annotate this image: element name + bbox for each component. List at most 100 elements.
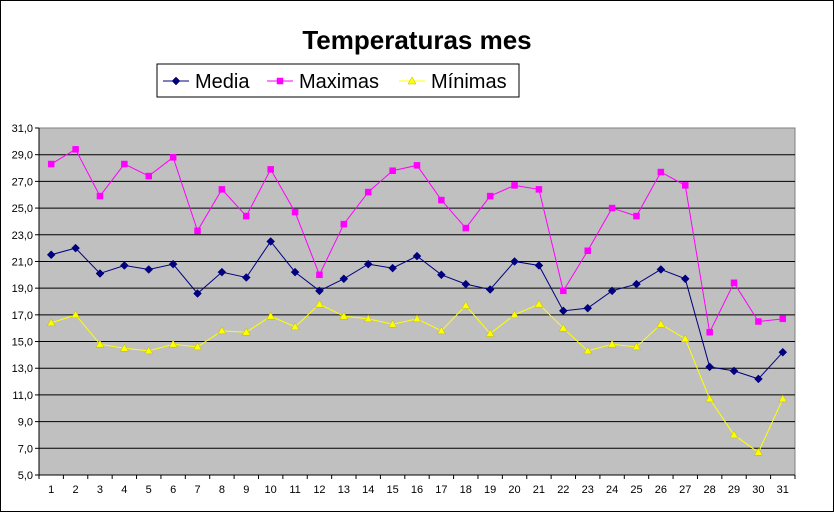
data-point-minimas	[510, 310, 519, 319]
data-point-maximas	[706, 328, 713, 336]
x-tick-label: 17	[435, 484, 447, 496]
x-tick-label: 2	[73, 484, 79, 496]
data-point-media	[241, 273, 251, 282]
x-tick-label: 1	[48, 484, 54, 496]
data-point-maximas	[72, 146, 79, 153]
data-point-minimas	[461, 300, 471, 309]
data-point-media	[632, 279, 641, 289]
data-point-maximas	[486, 192, 494, 200]
x-tick-label: 28	[704, 484, 716, 496]
grid-lines	[39, 154, 795, 449]
data-point-media	[729, 366, 739, 376]
data-point-maximas	[218, 186, 226, 193]
data-point-minimas	[412, 314, 422, 323]
y-tick-label: 15,0	[12, 337, 33, 349]
y-tick-label: 11,0	[12, 390, 33, 402]
y-tick-label: 31,0	[12, 123, 33, 135]
data-point-maximas	[291, 208, 299, 216]
data-point-minimas	[778, 394, 788, 403]
x-tick-label: 11	[289, 484, 300, 496]
data-point-minimas	[339, 311, 349, 320]
data-point-minimas	[290, 322, 300, 331]
data-point-media	[607, 286, 617, 296]
x-tick-label: 18	[460, 484, 472, 496]
data-point-minimas	[436, 326, 446, 335]
data-point-media	[754, 374, 763, 384]
x-tick-label: 30	[752, 484, 764, 496]
data-point-minimas	[144, 346, 154, 355]
data-point-media	[290, 267, 300, 277]
data-point-minimas	[705, 394, 715, 403]
data-point-minimas	[71, 310, 81, 319]
data-point-minimas	[217, 326, 227, 335]
data-point-maximas	[560, 287, 567, 295]
legend-box	[156, 63, 520, 98]
data-point-minimas	[558, 323, 568, 332]
x-tick-label: 24	[606, 484, 618, 496]
x-tick-label: 25	[630, 484, 642, 496]
legend-item-minimas: Mínimas	[399, 71, 507, 93]
x-tick-label: 16	[411, 484, 423, 496]
data-point-media	[510, 257, 519, 266]
data-point-media	[168, 259, 178, 269]
x-tick-label: 27	[679, 484, 691, 496]
y-tick-label: 21,0	[12, 256, 33, 268]
series-media	[46, 237, 788, 384]
legend-marker	[276, 77, 284, 85]
data-point-media	[412, 251, 422, 261]
data-point-media	[144, 265, 154, 274]
x-tick-label: 5	[146, 484, 152, 496]
data-point-maximas	[779, 315, 787, 323]
series-maximas	[47, 146, 787, 336]
data-point-media	[778, 347, 788, 357]
data-point-maximas	[267, 166, 274, 173]
legend-item-media: Media	[163, 71, 250, 93]
legend-marker	[171, 76, 181, 86]
x-tick-label: 8	[219, 484, 225, 496]
data-point-minimas	[193, 342, 202, 351]
x-tick-label: 14	[362, 484, 374, 496]
data-point-minimas	[729, 430, 739, 439]
x-tick-label: 7	[194, 484, 200, 496]
data-point-maximas	[584, 247, 591, 255]
y-tick-label: 7,0	[18, 443, 33, 455]
y-tick-label: 9,0	[18, 417, 33, 429]
chart-title: Temperaturas mes	[302, 25, 531, 55]
y-tick-label: 29,0	[12, 150, 33, 162]
data-point-minimas	[95, 339, 105, 348]
x-tick-label: 13	[338, 484, 350, 496]
y-tick-label: 25,0	[12, 203, 33, 215]
data-point-media	[534, 261, 544, 270]
x-tick-label: 31	[777, 484, 789, 496]
data-point-media	[656, 265, 666, 274]
data-point-minimas	[680, 334, 690, 343]
data-point-minimas	[46, 318, 56, 327]
legend: Media Maximas Mínimas	[156, 63, 520, 98]
x-tick-label: 22	[557, 484, 569, 496]
data-point-maximas	[316, 271, 323, 279]
data-point-maximas	[608, 204, 616, 212]
data-point-minimas	[632, 342, 641, 351]
x-tick-label: 10	[265, 484, 277, 496]
x-axis: 1 2 3 4 5 6 7 8 9 10 11 12 13 14 15 16 17 18 19 20 21 22 23 24 2…	[38, 474, 796, 496]
x-tick-label: 3	[97, 484, 103, 496]
data-point-maximas	[340, 220, 348, 228]
data-point-maximas	[438, 196, 445, 204]
data-point-minimas	[753, 447, 763, 456]
data-point-media	[705, 362, 714, 372]
x-tick-label: 23	[582, 484, 594, 496]
series-layer	[46, 146, 788, 456]
data-point-media	[485, 285, 495, 294]
data-point-media	[193, 289, 202, 298]
data-point-media	[71, 243, 80, 253]
data-point-maximas	[682, 182, 689, 189]
data-point-maximas	[462, 224, 470, 232]
data-point-media	[461, 279, 471, 289]
y-tick-label: 17,0	[12, 310, 33, 322]
data-point-maximas	[413, 162, 421, 169]
x-tick-label: 20	[508, 484, 520, 496]
legend-marker	[407, 76, 417, 85]
data-point-maximas	[145, 172, 152, 180]
data-point-maximas	[96, 192, 104, 200]
